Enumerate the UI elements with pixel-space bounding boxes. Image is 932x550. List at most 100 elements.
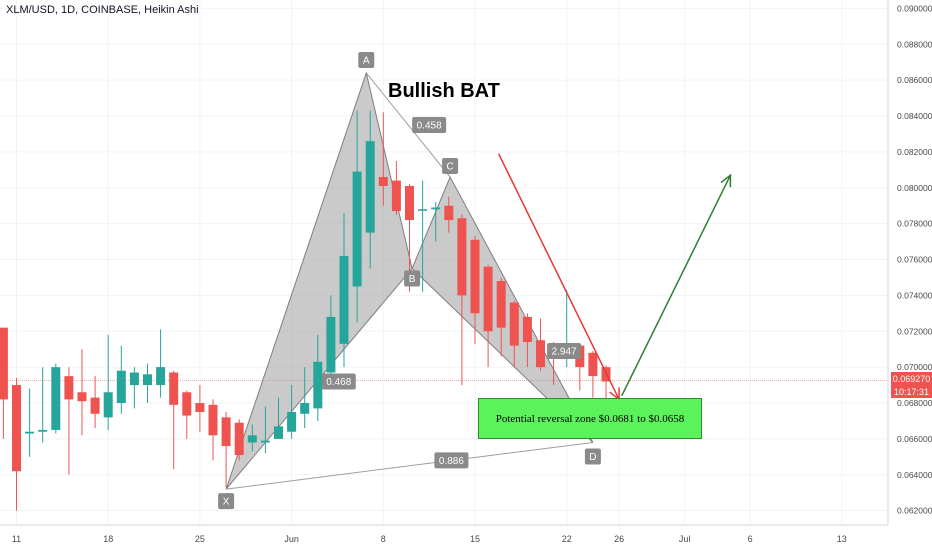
point-label-c-bg — [442, 158, 459, 174]
candle-body — [247, 435, 257, 443]
ratio-label: 0.468 — [321, 373, 356, 390]
candle — [496, 277, 506, 357]
candle-body — [156, 367, 166, 386]
candle — [391, 160, 401, 215]
candle — [38, 367, 48, 443]
projection-arrows — [497, 153, 732, 401]
candle — [588, 351, 598, 398]
time-axis[interactable]: 11 18 25 Jun 8 15 22 26 Jul 6 13 — [0, 524, 888, 544]
ratio-label-bg — [434, 452, 469, 469]
price-tick-label: 0.080000 — [897, 183, 932, 193]
candle — [156, 329, 166, 398]
candle — [247, 424, 257, 452]
candle — [143, 363, 152, 404]
candle-body — [25, 431, 35, 434]
candle-body — [51, 367, 61, 430]
candle-body — [274, 426, 283, 439]
candle-body — [405, 185, 414, 221]
point-label-d: D — [584, 448, 601, 465]
price-tick-label: 0.062000 — [897, 506, 932, 516]
candle — [483, 264, 493, 368]
candle-body — [129, 372, 139, 386]
price-tick-label: 0.068000 — [897, 398, 932, 408]
candle-body — [287, 411, 297, 432]
candle — [378, 112, 388, 206]
candle-body — [522, 316, 532, 343]
ratio-label-bg — [547, 343, 582, 359]
price-tick-label: 0.086000 — [897, 75, 932, 85]
candle-body — [470, 239, 480, 314]
point-label-x-bg — [218, 493, 235, 510]
candle — [339, 212, 349, 368]
candle — [418, 180, 428, 292]
ratio-label: 0.886 — [434, 452, 469, 469]
time-tick-label: Jun — [284, 534, 299, 544]
candle-body — [12, 385, 21, 472]
candle-body — [77, 392, 87, 402]
time-tick-label: 13 — [837, 534, 847, 544]
countdown-tag: 10:17:31 — [891, 385, 932, 398]
price-tick-label: 0.070000 — [897, 362, 932, 372]
price-tick-label: 0.064000 — [897, 470, 932, 480]
candle — [352, 110, 362, 323]
candle-body — [483, 266, 493, 332]
candle — [509, 300, 519, 368]
candle — [195, 385, 205, 432]
price-axis[interactable]: 0.062000 0.064000 0.066000 0.068000 0.070000… — [887, 0, 932, 525]
ratio-label-bg — [412, 116, 447, 133]
price-tick-label: 0.082000 — [897, 147, 932, 157]
point-label-x-text: X — [223, 497, 230, 508]
candle — [221, 411, 231, 488]
time-tick-label: Jul — [679, 534, 691, 544]
ratio-label-bg — [321, 373, 356, 390]
candle — [365, 110, 375, 269]
candle-body — [90, 397, 100, 414]
point-label-d-bg — [584, 448, 601, 465]
candle-body — [103, 392, 113, 418]
candle-body — [365, 141, 375, 233]
price-tick-label: 0.084000 — [897, 111, 932, 121]
candle — [601, 365, 611, 402]
point-label-a: A — [358, 51, 375, 68]
candle — [129, 367, 139, 409]
candle — [300, 367, 310, 429]
candle — [536, 318, 545, 371]
price-tick-label: 0.072000 — [897, 326, 932, 336]
reversal-zone-label: Potential reversal zone $0.0681 to $0.06… — [495, 412, 685, 425]
candle — [234, 419, 244, 461]
ratio-label-text: 0.468 — [326, 377, 351, 388]
candle-series — [0, 110, 611, 511]
candle-body — [169, 372, 179, 405]
price-tick-label: 0.066000 — [897, 434, 932, 444]
candle-body — [208, 404, 218, 436]
candle — [169, 370, 179, 470]
price-tick-label: 0.074000 — [897, 290, 932, 300]
candle-body — [143, 374, 152, 386]
candle — [51, 363, 61, 434]
price-tick-label: 0.076000 — [897, 255, 932, 265]
price-tick-label: 0.088000 — [897, 39, 932, 49]
candle-body — [391, 180, 401, 212]
point-label-d-text: D — [589, 452, 596, 463]
point-label-x: X — [218, 493, 235, 510]
candle — [90, 376, 100, 429]
candle-body — [496, 281, 506, 328]
candle — [431, 202, 441, 242]
candle — [208, 399, 218, 461]
candle-body — [0, 327, 8, 400]
time-tick-label: 15 — [470, 534, 480, 544]
point-label-b-text: B — [409, 274, 416, 285]
pattern-title: Bullish BAT — [388, 80, 500, 102]
candle-body — [457, 218, 467, 296]
reversal-zone-box: Potential reversal zone $0.0681 to $0.06… — [478, 398, 702, 439]
candle — [182, 390, 192, 439]
time-tick-label: 6 — [748, 534, 753, 544]
candle — [457, 214, 467, 386]
ratio-label-text: 0.458 — [417, 120, 442, 131]
time-tick-label: 25 — [195, 534, 205, 544]
candle-body — [444, 205, 454, 221]
current-price-tag: 0.069270 — [891, 372, 932, 385]
pattern-line-ac — [365, 72, 451, 178]
pattern-line-xd — [226, 441, 593, 490]
candle — [103, 334, 113, 430]
